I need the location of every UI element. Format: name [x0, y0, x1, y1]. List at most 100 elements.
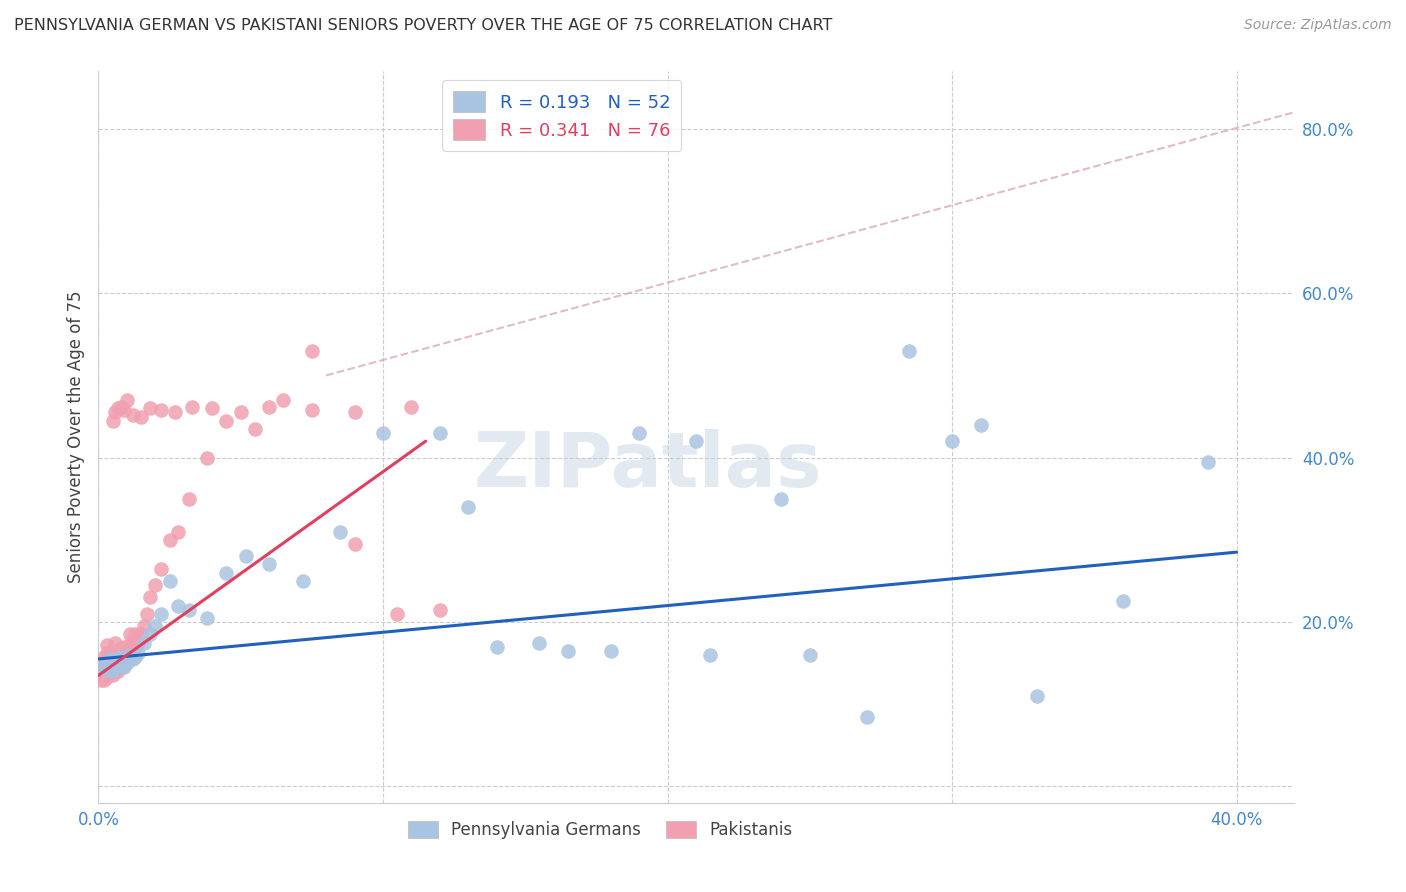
Point [138, 401, 160, 416]
Point [107, 652, 129, 666]
Point [96, 638, 118, 652]
Point [257, 558, 280, 572]
Point [150, 403, 173, 417]
Point [257, 400, 280, 414]
Point [104, 655, 127, 669]
Point [93, 649, 115, 664]
Point [799, 648, 821, 662]
Legend: Pennsylvania Germans, Pakistanis: Pennsylvania Germans, Pakistanis [401, 814, 800, 846]
Point [165, 405, 187, 419]
Point [112, 657, 135, 672]
Point [104, 646, 127, 660]
Point [1197, 455, 1219, 469]
Point [292, 574, 315, 588]
Point [98, 649, 121, 664]
Point [90, 656, 112, 670]
Point [159, 533, 181, 547]
Point [90, 660, 112, 674]
Point [110, 641, 132, 656]
Point [343, 537, 366, 551]
Text: Source: ZipAtlas.com: Source: ZipAtlas.com [1244, 18, 1392, 32]
Point [132, 635, 155, 649]
Point [243, 422, 266, 436]
Point [90, 665, 112, 679]
Point [104, 405, 127, 419]
Point [401, 400, 423, 414]
Point [195, 450, 218, 465]
Point [93, 665, 115, 679]
Point [143, 578, 166, 592]
Point [429, 425, 451, 440]
Point [201, 401, 224, 416]
Point [167, 599, 190, 613]
Point [941, 434, 963, 449]
Point [93, 657, 115, 672]
Point [343, 405, 366, 419]
Point [195, 611, 218, 625]
Point [93, 657, 115, 672]
Point [127, 646, 149, 660]
Point [529, 635, 551, 649]
Point [628, 425, 651, 440]
Point [112, 403, 135, 417]
Point [101, 648, 124, 662]
Point [699, 648, 721, 662]
Point [235, 549, 257, 564]
Point [101, 665, 124, 679]
Point [101, 668, 124, 682]
Point [485, 640, 508, 654]
Point [301, 403, 323, 417]
Point [115, 641, 138, 656]
Point [898, 343, 921, 358]
Text: ZIPatlas: ZIPatlas [474, 429, 823, 503]
Point [770, 491, 793, 506]
Point [124, 640, 146, 654]
Point [118, 648, 141, 662]
Point [98, 665, 121, 680]
Point [121, 652, 143, 666]
Point [121, 633, 143, 648]
Point [121, 644, 143, 658]
Point [457, 500, 479, 514]
Point [273, 393, 295, 408]
Point [143, 619, 166, 633]
Point [90, 673, 112, 687]
Point [96, 656, 118, 670]
Point [96, 663, 118, 677]
Point [104, 660, 127, 674]
Point [104, 635, 127, 649]
Point [96, 663, 118, 677]
Point [112, 660, 135, 674]
Text: PENNSYLVANIA GERMAN VS PAKISTANI SENIORS POVERTY OVER THE AGE OF 75 CORRELATION : PENNSYLVANIA GERMAN VS PAKISTANI SENIORS… [14, 18, 832, 33]
Point [101, 657, 124, 672]
Point [150, 607, 173, 621]
Point [138, 627, 160, 641]
Point [124, 649, 146, 664]
Point [124, 627, 146, 641]
Point [118, 627, 141, 641]
Point [110, 649, 132, 664]
Point [179, 491, 201, 506]
Point [167, 524, 190, 539]
Point [101, 656, 124, 670]
Point [1112, 594, 1135, 608]
Point [118, 638, 141, 652]
Point [215, 414, 238, 428]
Point [181, 400, 204, 414]
Point [107, 401, 129, 416]
Point [96, 646, 118, 660]
Point [685, 434, 707, 449]
Point [110, 656, 132, 670]
Point [129, 409, 152, 424]
Point [107, 665, 129, 679]
Point [855, 709, 877, 723]
Point [112, 640, 135, 654]
Point [150, 561, 173, 575]
Point [118, 648, 141, 662]
Point [969, 417, 991, 432]
Point [1026, 689, 1049, 703]
Point [557, 644, 579, 658]
Point [179, 602, 201, 616]
Point [110, 660, 132, 674]
Point [129, 627, 152, 641]
